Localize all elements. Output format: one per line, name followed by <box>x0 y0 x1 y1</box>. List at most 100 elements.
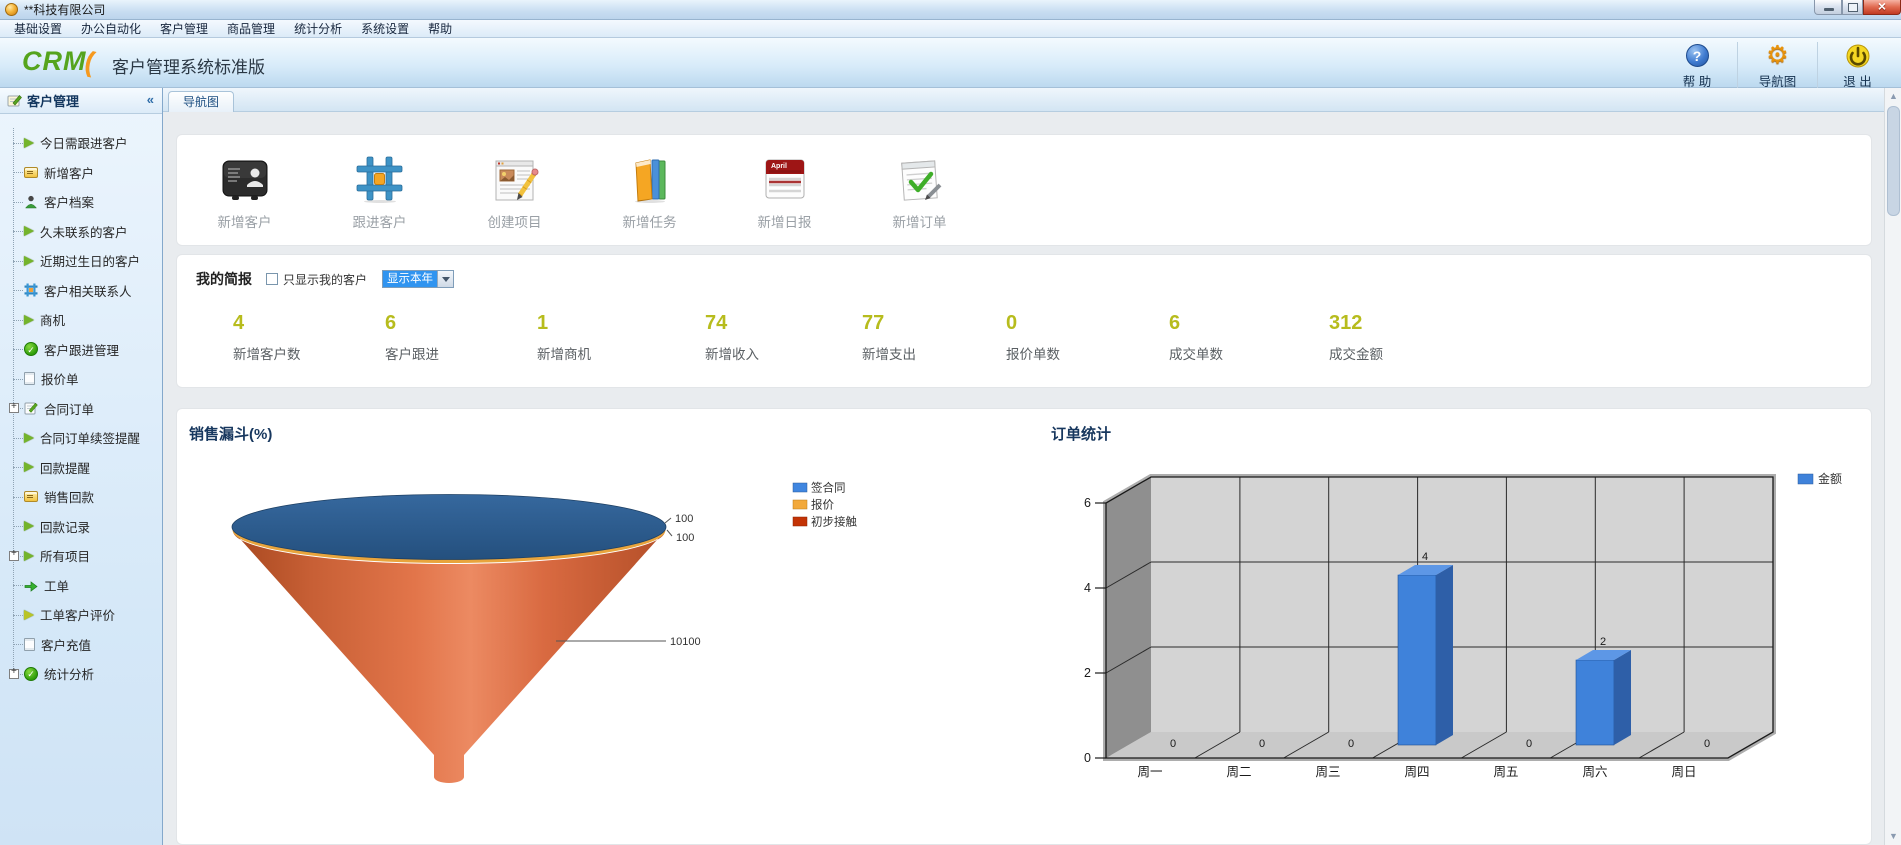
quick-action-follow-customer[interactable]: 跟进客户 <box>312 155 447 231</box>
order-stats-bar-chart: 0 0 0 4 0 2 0 0 2 4 6 <box>1084 471 1842 779</box>
sidebar-item-long-no-contact[interactable]: 久未联系的客户 <box>0 217 162 247</box>
sidebar-item-work-order-reviews[interactable]: 工单客户评价 <box>0 600 162 630</box>
briefing-title: 我的简报 <box>196 271 252 287</box>
sidebar-item-payment-reminder[interactable]: 回款提醒 <box>0 453 162 483</box>
x-tick-label: 周日 <box>1671 765 1696 779</box>
y-tick-label: 6 <box>1084 496 1091 510</box>
blue-frame-icon <box>356 156 402 203</box>
menu-item-product-management[interactable]: 商品管理 <box>227 22 276 36</box>
navigation-map-button[interactable]: ⚙ 导航图 <box>1737 42 1817 90</box>
sidebar-collapse-icon[interactable]: « <box>146 92 154 107</box>
sidebar-item-customer-files[interactable]: 客户档案 <box>0 187 162 217</box>
pen-document-icon <box>24 402 38 415</box>
stat-new-customers: 4 新增客户数 <box>233 312 301 362</box>
close-button[interactable] <box>1863 0 1901 15</box>
menu-item-office-automation[interactable]: 办公自动化 <box>81 22 142 36</box>
sidebar-item-quotations[interactable]: 报价单 <box>0 364 162 394</box>
triangle-icon <box>24 550 34 561</box>
frame-icon <box>24 283 38 297</box>
document-pencil-icon <box>495 160 538 201</box>
expand-plus-icon[interactable] <box>9 402 19 414</box>
help-button[interactable]: 帮 助 <box>1657 42 1737 90</box>
quick-action-label: 创建项目 <box>487 215 542 230</box>
person-icon <box>25 195 37 208</box>
stat-quotation-count: 0 报价单数 <box>1006 312 1060 362</box>
sidebar-item-all-projects[interactable]: 所有项目 <box>0 541 162 571</box>
only-my-customers-checkbox[interactable] <box>266 273 278 285</box>
sidebar-item-work-orders[interactable]: 工单 <box>0 571 162 601</box>
sidebar-item-today-followup[interactable]: 今日需跟进客户 <box>0 128 162 158</box>
sidebar-item-related-contacts[interactable]: 客户相关联系人 <box>0 276 162 306</box>
navigation-gear-icon: ⚙ <box>1766 41 1789 69</box>
sidebar-item-payment-records[interactable]: 回款记录 <box>0 512 162 542</box>
sidebar-tree: 今日需跟进客户 新增客户 客户档案 久未联系的客户 近期过生日的客户 <box>0 128 162 689</box>
triangle-icon <box>24 226 34 237</box>
sidebar-item-upcoming-birthdays[interactable]: 近期过生日的客户 <box>0 246 162 276</box>
menu-item-customer-management[interactable]: 客户管理 <box>160 22 209 36</box>
app-icon <box>5 3 18 16</box>
funnel-disc-contract-signed <box>231 494 667 560</box>
legend-label-quotation: 报价 <box>811 498 834 512</box>
bar-chart-title: 订单统计 <box>1051 426 1112 443</box>
menu-item-base-settings[interactable]: 基础设置 <box>14 22 63 36</box>
check-circle-icon <box>24 666 38 681</box>
x-tick-label: 周一 <box>1137 765 1162 779</box>
quick-action-new-task[interactable]: 新增任务 <box>582 155 717 231</box>
sidebar-header: 客户管理 « <box>0 88 162 114</box>
sidebar-item-contract-renewal-reminder[interactable]: 合同订单续签提醒 <box>0 423 162 453</box>
bar-value-label: 0 <box>1704 738 1710 750</box>
period-select-value: 显示本年 <box>383 271 438 287</box>
calendar-icon: April <box>765 159 804 199</box>
triangle-icon <box>24 255 34 266</box>
document-icon <box>24 637 35 651</box>
bar-thursday <box>1397 565 1453 746</box>
expand-plus-icon[interactable] <box>9 549 19 561</box>
legend-label-contract: 签合同 <box>811 481 846 495</box>
sidebar-item-statistics[interactable]: 统计分析 <box>0 659 162 689</box>
sidebar-item-new-customer[interactable]: 新增客户 <box>0 158 162 188</box>
quick-action-new-order[interactable]: 新增订单 <box>852 155 987 231</box>
y-tick-label: 4 <box>1084 581 1091 595</box>
vertical-scrollbar[interactable]: ▲ ▼ <box>1884 88 1901 845</box>
funnel-value-label: 100 <box>675 513 693 525</box>
power-icon <box>1846 44 1869 67</box>
help-button-label: 帮 助 <box>1682 75 1712 89</box>
quick-action-new-daily-report[interactable]: April 新增日报 <box>717 155 852 231</box>
green-arrow-icon <box>24 581 38 592</box>
bar-chart-legend: 金额 <box>1797 471 1842 486</box>
menu-item-system-settings[interactable]: 系统设置 <box>361 22 410 36</box>
only-my-customers-label: 只显示我的客户 <box>283 272 368 287</box>
chevron-down-icon[interactable] <box>437 271 454 287</box>
scroll-down-icon[interactable]: ▼ <box>1889 831 1898 841</box>
tab-bar: 导航图 <box>163 88 1884 112</box>
maximize-button[interactable] <box>1842 0 1863 15</box>
menu-item-help[interactable]: 帮助 <box>428 22 453 36</box>
sidebar-item-customer-recharge[interactable]: 客户充值 <box>0 630 162 660</box>
triangle-yellow-icon <box>24 609 34 620</box>
bar-value-label: 4 <box>1422 551 1428 563</box>
briefing-panel: 我的简报 只显示我的客户 显示本年 4 新增客户数 6 客户跟进 1 新增商机 74 新… <box>176 254 1872 388</box>
sidebar-item-contract-orders[interactable]: 合同订单 <box>0 394 162 424</box>
sidebar-item-opportunities[interactable]: 商机 <box>0 305 162 335</box>
quick-action-new-customer[interactable]: 新增客户 <box>177 155 312 231</box>
scrollbar-thumb[interactable] <box>1887 106 1900 216</box>
x-tick-label: 周五 <box>1493 765 1518 779</box>
funnel-cone-initial-contact <box>233 531 665 783</box>
expand-plus-icon[interactable] <box>9 667 19 679</box>
stat-deal-count: 6 成交单数 <box>1169 312 1223 362</box>
exit-button[interactable]: 退 出 <box>1817 42 1897 90</box>
scroll-up-icon[interactable]: ▲ <box>1889 91 1898 101</box>
quick-action-create-project[interactable]: 创建项目 <box>447 155 582 231</box>
y-tick-label: 2 <box>1084 666 1091 680</box>
notepad-pen-icon <box>7 95 22 107</box>
menu-item-statistics[interactable]: 统计分析 <box>294 22 343 36</box>
minimize-button[interactable] <box>1814 0 1842 15</box>
tab-navigation-map[interactable]: 导航图 <box>168 91 235 112</box>
card-icon <box>24 491 38 503</box>
sidebar-item-followup-management[interactable]: 客户跟进管理 <box>0 335 162 365</box>
quick-action-label: 跟进客户 <box>352 215 407 230</box>
period-select[interactable]: 显示本年 <box>382 270 455 288</box>
books-icon <box>634 159 665 203</box>
sidebar-item-sales-payment[interactable]: 销售回款 <box>0 482 162 512</box>
order-pad-icon <box>900 160 941 201</box>
